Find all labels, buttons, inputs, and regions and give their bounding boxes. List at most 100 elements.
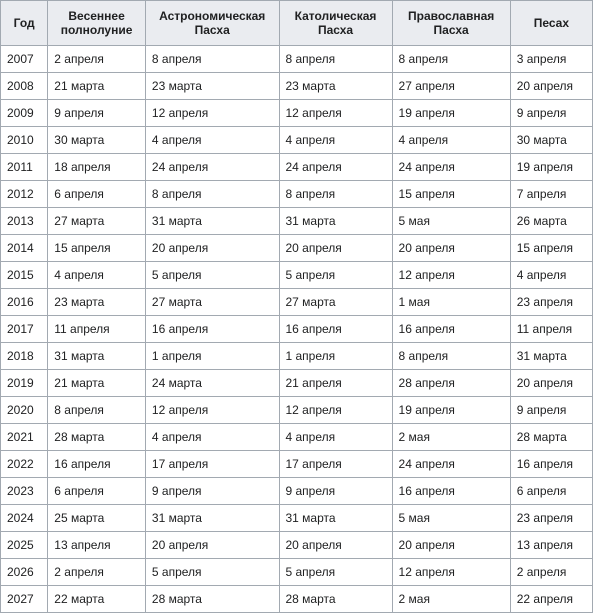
table-cell: 16 апреля [392, 316, 510, 343]
table-cell: 3 апреля [510, 46, 592, 73]
table-cell: 16 апреля [392, 478, 510, 505]
table-cell: 8 апреля [279, 181, 392, 208]
table-header: Год Весеннее полнолуние Астрономическая … [1, 1, 593, 46]
table-cell: 31 марта [279, 208, 392, 235]
table-cell: 27 марта [279, 289, 392, 316]
table-cell: 9 апреля [510, 397, 592, 424]
table-cell: 2008 [1, 73, 48, 100]
table-cell: 9 апреля [510, 100, 592, 127]
table-cell: 15 апреля [392, 181, 510, 208]
table-cell: 2023 [1, 478, 48, 505]
table-row: 20154 апреля5 апреля5 апреля12 апреля4 а… [1, 262, 593, 289]
table-cell: 2010 [1, 127, 48, 154]
table-cell: 20 апреля [392, 235, 510, 262]
table-cell: 15 апреля [48, 235, 146, 262]
table-cell: 12 апреля [392, 559, 510, 586]
table-cell: 2017 [1, 316, 48, 343]
table-cell: 2007 [1, 46, 48, 73]
table-cell: 4 апреля [279, 424, 392, 451]
table-cell: 4 апреля [279, 127, 392, 154]
table-row: 20236 апреля9 апреля9 апреля16 апреля6 а… [1, 478, 593, 505]
table-cell: 23 апреля [510, 289, 592, 316]
table-cell: 5 апреля [145, 262, 279, 289]
table-cell: 17 апреля [145, 451, 279, 478]
table-cell: 20 апреля [279, 235, 392, 262]
table-row: 201327 марта31 марта31 марта5 мая26 март… [1, 208, 593, 235]
table-row: 20099 апреля12 апреля12 апреля19 апреля9… [1, 100, 593, 127]
table-cell: 20 апреля [145, 532, 279, 559]
table-row: 20072 апреля8 апреля8 апреля8 апреля3 ап… [1, 46, 593, 73]
table-cell: 23 марта [48, 289, 146, 316]
table-cell: 12 апреля [145, 100, 279, 127]
table-cell: 30 марта [48, 127, 146, 154]
col-header-pesach: Песах [510, 1, 592, 46]
table-cell: 28 апреля [392, 370, 510, 397]
table-cell: 23 марта [279, 73, 392, 100]
table-cell: 11 апреля [510, 316, 592, 343]
table-cell: 8 апреля [48, 397, 146, 424]
table-cell: 4 апреля [145, 424, 279, 451]
table-cell: 19 апреля [392, 100, 510, 127]
table-row: 201030 марта4 апреля4 апреля4 апреля30 м… [1, 127, 593, 154]
table-cell: 2012 [1, 181, 48, 208]
table-row: 201118 апреля24 апреля24 апреля24 апреля… [1, 154, 593, 181]
table-row: 201831 марта1 апреля1 апреля8 апреля31 м… [1, 343, 593, 370]
col-header-orthodox: Православная Пасха [392, 1, 510, 46]
table-cell: 20 апреля [392, 532, 510, 559]
table-cell: 31 марта [510, 343, 592, 370]
table-cell: 26 марта [510, 208, 592, 235]
table-cell: 16 апреля [279, 316, 392, 343]
table-cell: 25 марта [48, 505, 146, 532]
table-cell: 6 апреля [510, 478, 592, 505]
table-cell: 8 апреля [279, 46, 392, 73]
col-header-astro: Астрономическая Пасха [145, 1, 279, 46]
table-cell: 16 апреля [48, 451, 146, 478]
table-cell: 4 апреля [145, 127, 279, 154]
table-cell: 31 марта [279, 505, 392, 532]
table-cell: 5 апреля [145, 559, 279, 586]
table-cell: 8 апреля [145, 46, 279, 73]
table-cell: 13 апреля [48, 532, 146, 559]
table-cell: 24 апреля [392, 154, 510, 181]
table-cell: 24 апреля [392, 451, 510, 478]
table-cell: 8 апреля [392, 46, 510, 73]
table-cell: 27 марта [145, 289, 279, 316]
table-row: 201711 апреля16 апреля16 апреля16 апреля… [1, 316, 593, 343]
table-cell: 9 апреля [48, 100, 146, 127]
table-cell: 2009 [1, 100, 48, 127]
table-cell: 2 мая [392, 586, 510, 613]
table-cell: 20 апреля [279, 532, 392, 559]
table-cell: 2022 [1, 451, 48, 478]
table-cell: 2024 [1, 505, 48, 532]
table-row: 201921 марта24 марта21 апреля28 апреля20… [1, 370, 593, 397]
table-cell: 12 апреля [279, 100, 392, 127]
table-cell: 31 марта [145, 505, 279, 532]
table-cell: 4 апреля [48, 262, 146, 289]
table-cell: 6 апреля [48, 181, 146, 208]
table-cell: 8 апреля [145, 181, 279, 208]
table-cell: 24 апреля [279, 154, 392, 181]
table-cell: 5 мая [392, 505, 510, 532]
table-cell: 2026 [1, 559, 48, 586]
table-cell: 9 апреля [145, 478, 279, 505]
table-cell: 2014 [1, 235, 48, 262]
table-cell: 20 апреля [510, 73, 592, 100]
table-cell: 17 апреля [279, 451, 392, 478]
col-header-fullmoon: Весеннее полнолуние [48, 1, 146, 46]
table-cell: 4 апреля [510, 262, 592, 289]
table-cell: 5 апреля [279, 262, 392, 289]
table-cell: 23 марта [145, 73, 279, 100]
table-cell: 2 мая [392, 424, 510, 451]
table-cell: 2021 [1, 424, 48, 451]
table-cell: 6 апреля [48, 478, 146, 505]
table-cell: 2 апреля [48, 559, 146, 586]
table-cell: 2016 [1, 289, 48, 316]
col-header-year: Год [1, 1, 48, 46]
table-cell: 31 марта [48, 343, 146, 370]
table-cell: 4 апреля [392, 127, 510, 154]
table-cell: 27 апреля [392, 73, 510, 100]
table-cell: 20 апреля [510, 370, 592, 397]
table-cell: 19 апреля [510, 154, 592, 181]
table-cell: 2027 [1, 586, 48, 613]
col-header-catholic: Католическая Пасха [279, 1, 392, 46]
